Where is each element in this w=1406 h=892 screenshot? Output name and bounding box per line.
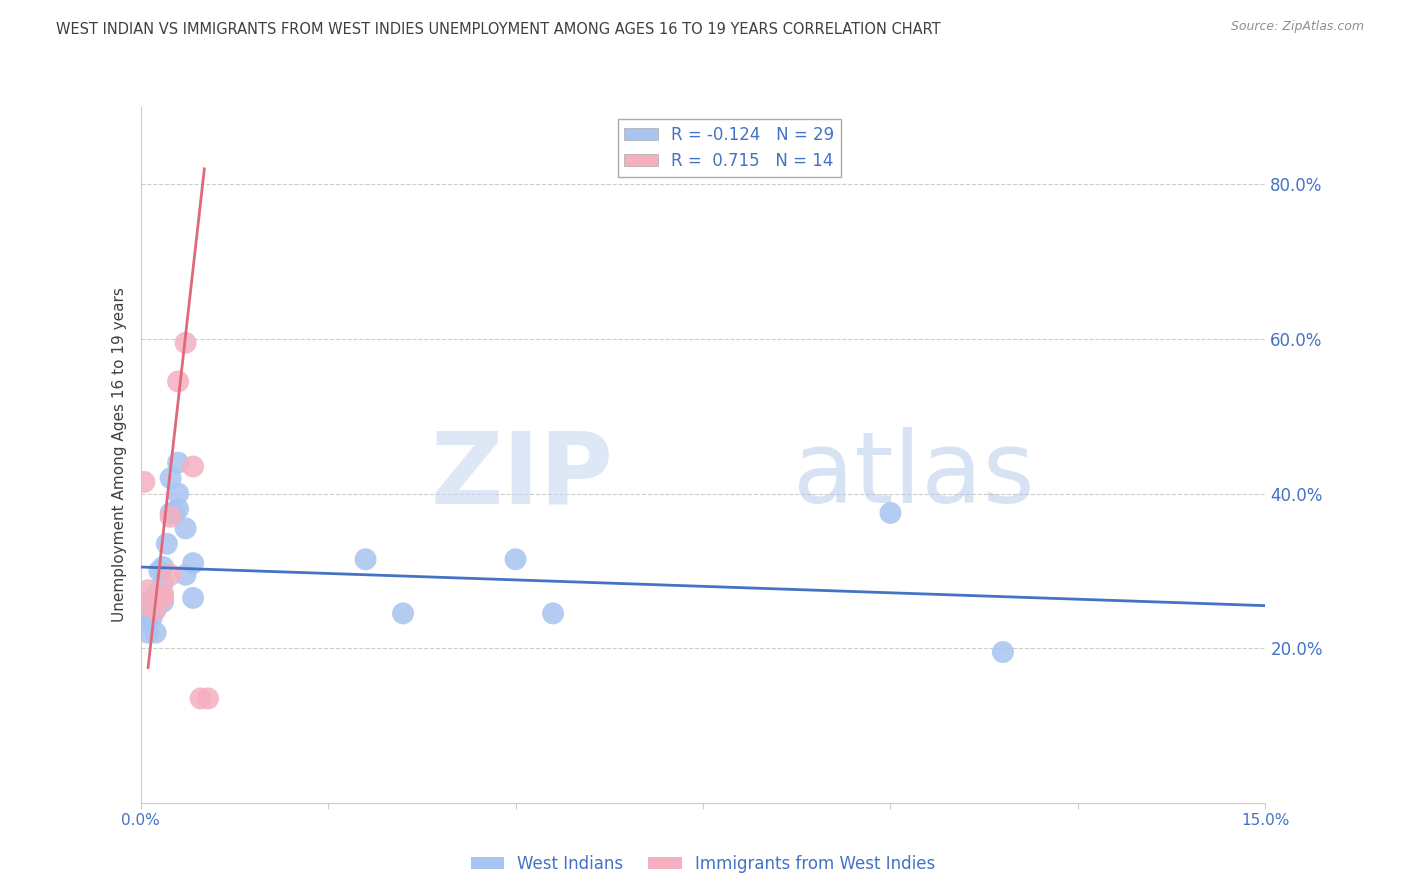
Point — [159, 567, 181, 582]
Point — [145, 625, 167, 640]
Point — [145, 602, 167, 616]
Point — [174, 567, 197, 582]
Point — [181, 459, 204, 474]
Point — [190, 691, 212, 706]
Point — [152, 587, 174, 601]
Point — [145, 591, 167, 605]
Point — [159, 506, 181, 520]
Point — [145, 587, 167, 601]
Point — [152, 591, 174, 605]
Point — [163, 506, 186, 520]
Point — [159, 471, 181, 485]
Point — [174, 335, 197, 350]
Point — [167, 486, 190, 500]
Point — [392, 607, 415, 621]
Point — [136, 599, 159, 613]
Point — [152, 595, 174, 609]
Point — [148, 564, 170, 578]
Legend: West Indians, Immigrants from West Indies: West Indians, Immigrants from West Indie… — [464, 848, 942, 880]
Point — [174, 521, 197, 535]
Y-axis label: Unemployment Among Ages 16 to 19 years: Unemployment Among Ages 16 to 19 years — [111, 287, 127, 623]
Point — [136, 583, 159, 598]
Point — [541, 607, 564, 621]
Point — [505, 552, 527, 566]
Point — [156, 537, 179, 551]
Text: atlas: atlas — [793, 427, 1035, 524]
Point — [145, 602, 167, 616]
Point — [181, 556, 204, 570]
Point — [134, 607, 156, 621]
Point — [159, 509, 181, 524]
Point — [354, 552, 377, 566]
Point — [136, 614, 159, 628]
Text: WEST INDIAN VS IMMIGRANTS FROM WEST INDIES UNEMPLOYMENT AMONG AGES 16 TO 19 YEAR: WEST INDIAN VS IMMIGRANTS FROM WEST INDI… — [56, 22, 941, 37]
Point — [991, 645, 1014, 659]
Point — [152, 575, 174, 590]
Point — [197, 691, 219, 706]
Point — [167, 456, 190, 470]
Point — [879, 506, 901, 520]
Text: Source: ZipAtlas.com: Source: ZipAtlas.com — [1230, 20, 1364, 33]
Point — [136, 625, 159, 640]
Point — [181, 591, 204, 605]
Point — [136, 595, 159, 609]
Point — [167, 502, 190, 516]
Point — [152, 560, 174, 574]
Text: ZIP: ZIP — [430, 427, 613, 524]
Point — [134, 475, 156, 489]
Legend: R = -0.124   N = 29, R =  0.715   N = 14: R = -0.124 N = 29, R = 0.715 N = 14 — [617, 119, 841, 177]
Point — [167, 375, 190, 389]
Point — [141, 610, 163, 624]
